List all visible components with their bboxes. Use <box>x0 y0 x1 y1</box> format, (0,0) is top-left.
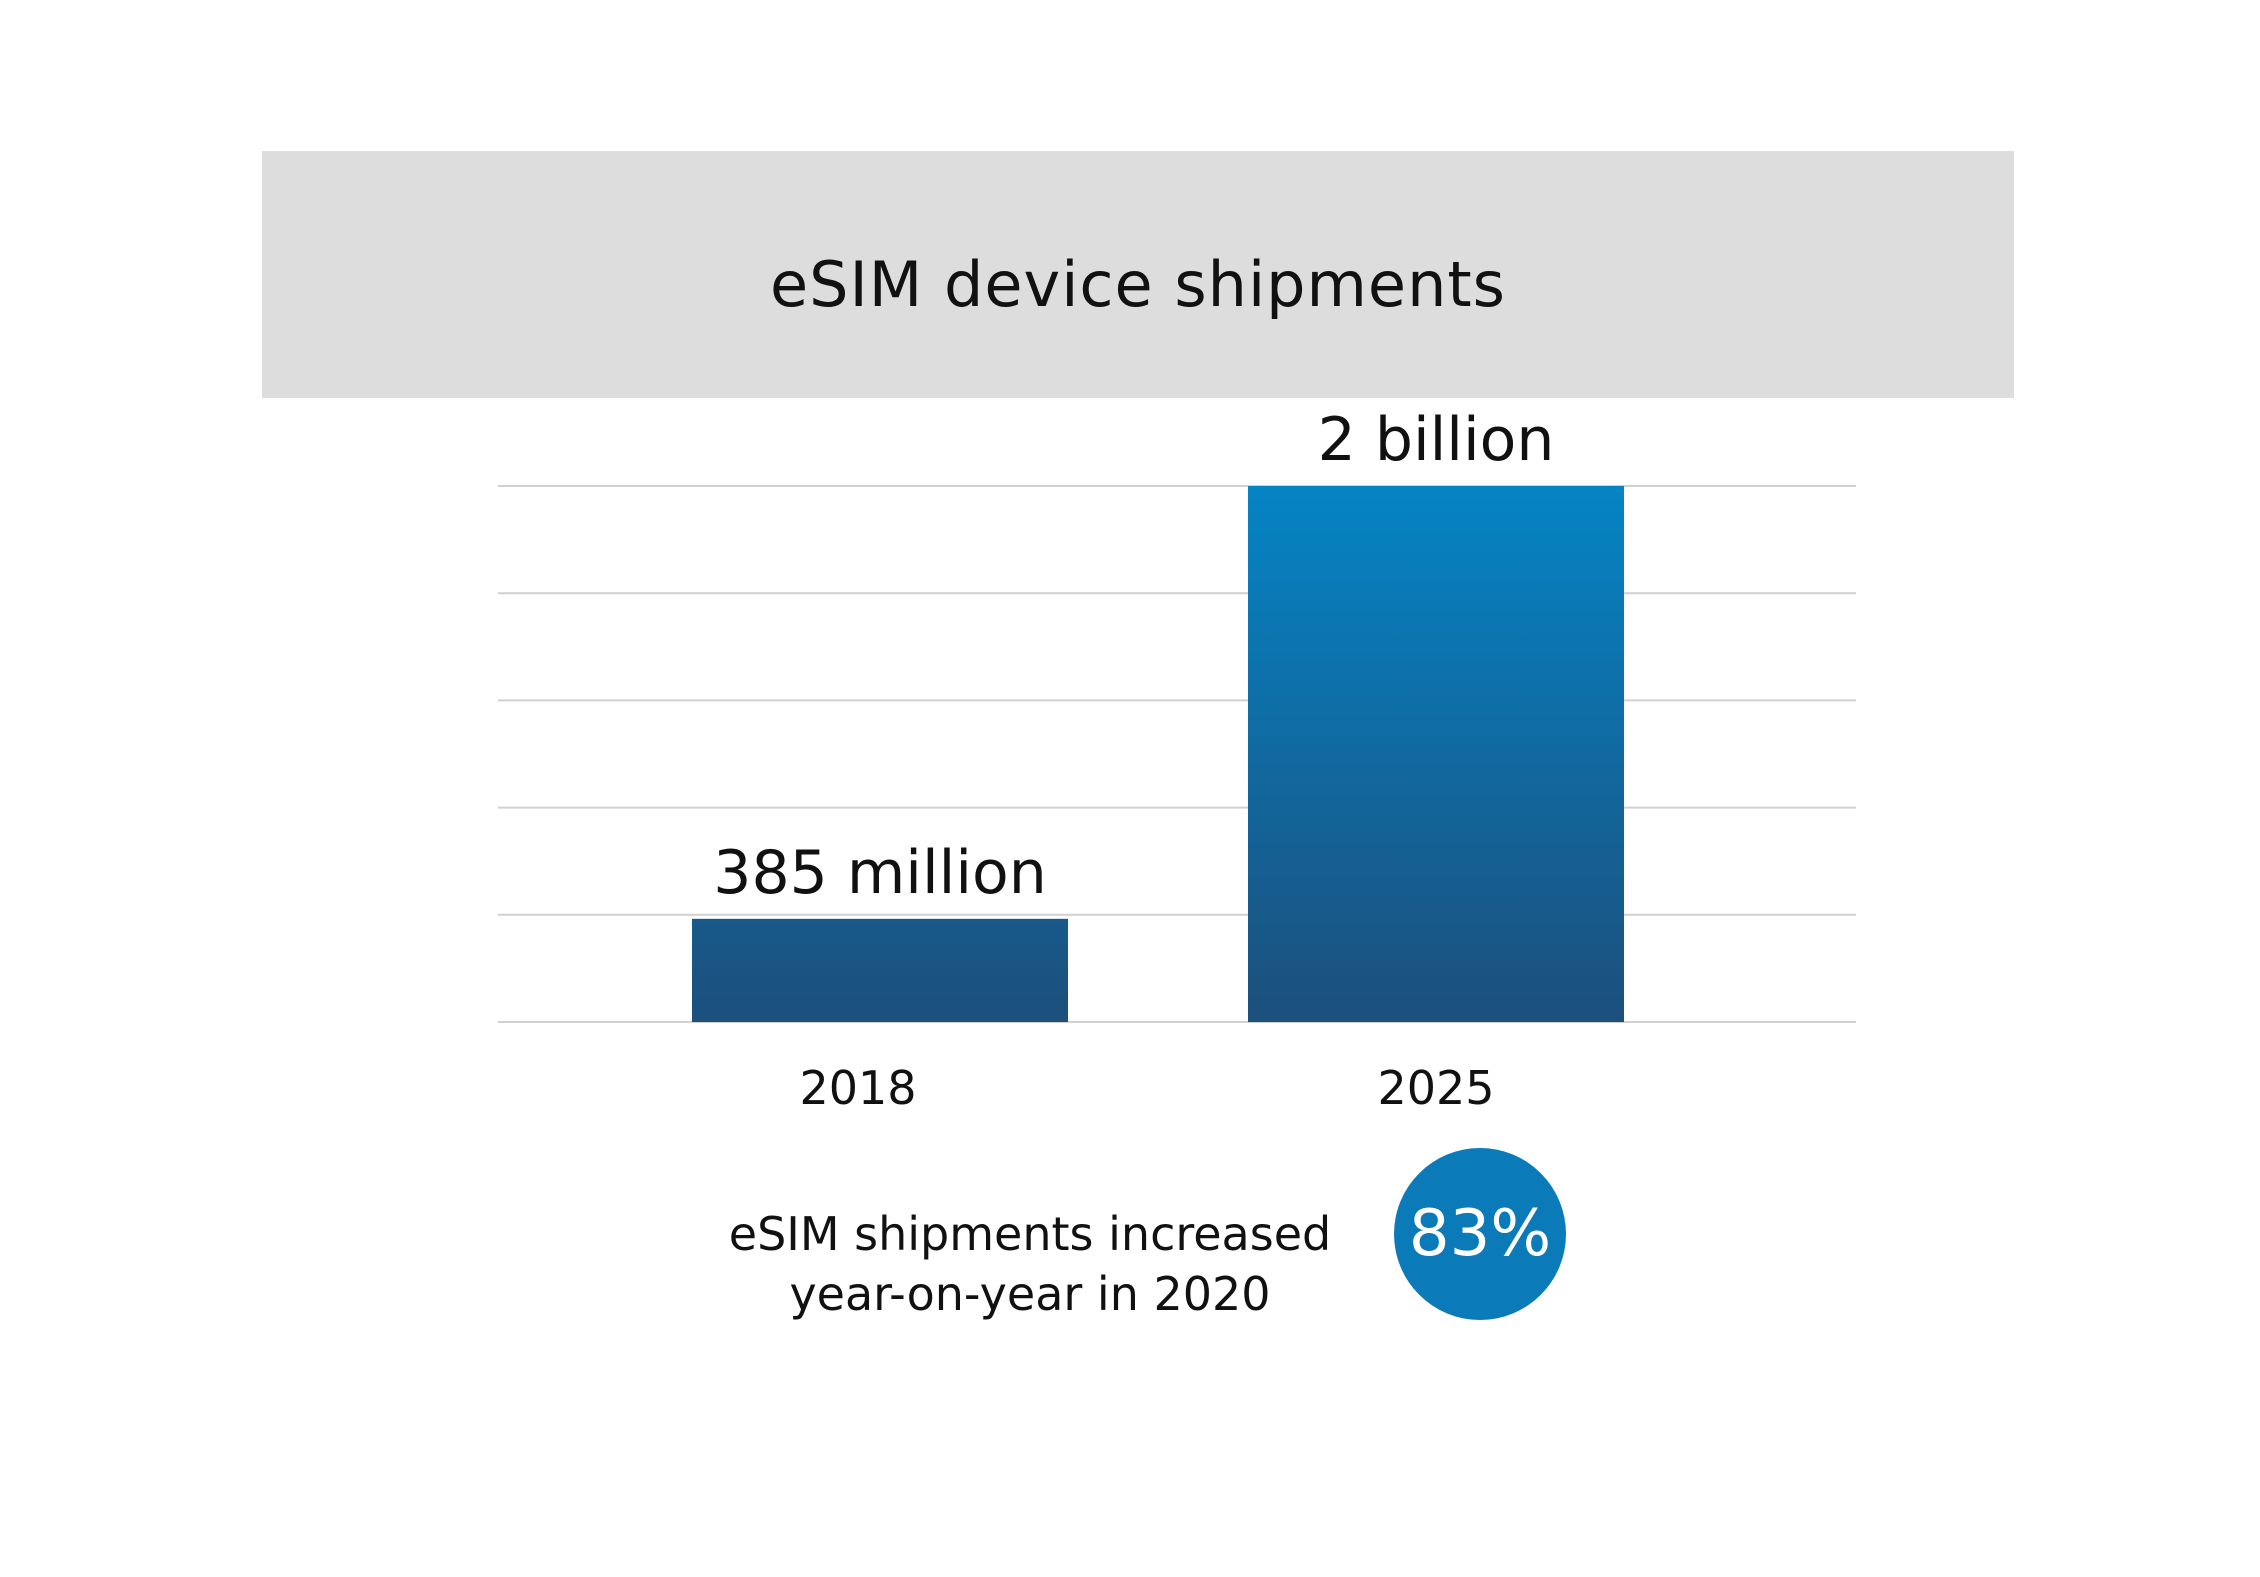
category-labels: 2018 2025 <box>799 1061 1494 1115</box>
percentage-badge: 83% <box>1394 1148 1566 1320</box>
data-label-2018: 385 million <box>713 838 1046 908</box>
chart-title-band: eSIM device shipments <box>262 151 2014 398</box>
bar-2025 <box>1248 486 1624 1022</box>
callout-line-1: eSIM shipments increased <box>728 1207 1332 1261</box>
badge-value: 83% <box>1408 1197 1552 1271</box>
data-labels: 385 million 2 billion <box>713 405 1554 908</box>
bar-2018 <box>692 918 1068 1022</box>
callout-text: eSIM shipments increased year-on-year in… <box>640 1204 1420 1324</box>
category-label-2025: 2025 <box>1377 1061 1494 1115</box>
category-label-2018: 2018 <box>799 1061 916 1115</box>
chart-title: eSIM device shipments <box>770 248 1506 321</box>
data-label-2025: 2 billion <box>1318 405 1555 475</box>
callout-line-2: year-on-year in 2020 <box>789 1267 1271 1321</box>
bars <box>692 486 1624 1022</box>
